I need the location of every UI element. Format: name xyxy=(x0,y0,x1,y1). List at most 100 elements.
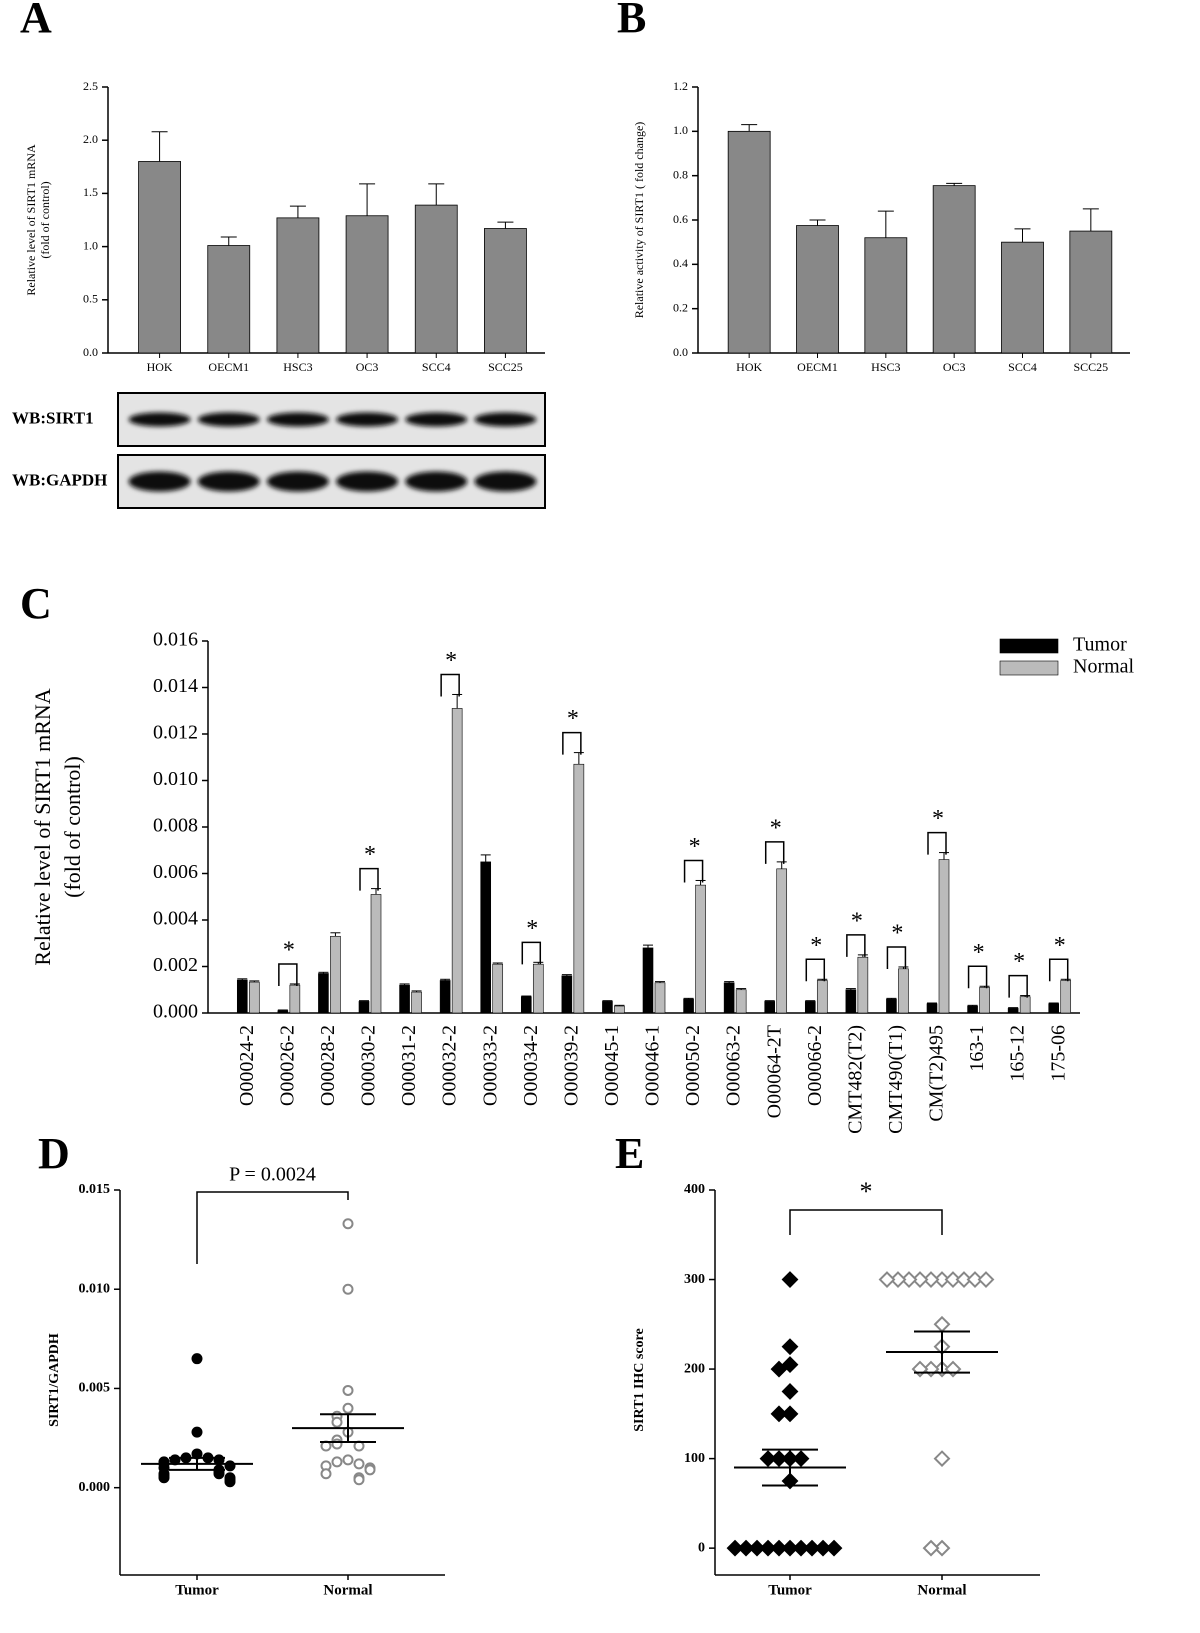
x-tick-label: O00045-1 xyxy=(601,1025,623,1106)
bar xyxy=(764,1001,776,1014)
y-tick-label: 0.4 xyxy=(673,256,688,270)
bar xyxy=(654,982,666,1014)
bar xyxy=(864,237,908,354)
x-tick-label: O00024-2 xyxy=(236,1025,258,1106)
y-tick-label: 0.000 xyxy=(153,1001,198,1023)
data-point xyxy=(770,1360,788,1378)
y-tick-label: 1.0 xyxy=(673,123,688,137)
bar xyxy=(898,968,909,1014)
bar xyxy=(236,979,248,1014)
x-tick-label: O00028-2 xyxy=(317,1025,339,1106)
y-tick-label: 0.010 xyxy=(153,768,198,790)
bar xyxy=(439,980,451,1014)
data-point xyxy=(224,1476,236,1488)
y-tick-label: 2.5 xyxy=(83,79,98,93)
significance-star: * xyxy=(973,940,985,966)
bar xyxy=(1019,996,1031,1014)
blot-band xyxy=(336,412,399,427)
data-point xyxy=(911,1271,929,1288)
bar xyxy=(330,935,341,1014)
x-tick-label: O00050-2 xyxy=(682,1025,704,1106)
bar xyxy=(967,1005,978,1014)
legend-swatch xyxy=(999,638,1059,654)
blot-label: WB:SIRT1 xyxy=(12,408,94,427)
y-axis-label: Relative activity of SIRT1 ( fold change… xyxy=(632,122,646,319)
data-point xyxy=(737,1539,755,1557)
legend-label: Tumor xyxy=(1073,634,1127,656)
blot-band xyxy=(336,471,399,492)
x-tick-label: Tumor xyxy=(175,1582,219,1598)
data-point xyxy=(748,1539,766,1557)
y-tick-label: 0.002 xyxy=(153,954,198,976)
bar xyxy=(886,998,897,1014)
x-tick-label: SCC4 xyxy=(1008,360,1037,374)
significance-star: * xyxy=(567,706,579,732)
data-point xyxy=(353,1474,365,1486)
x-tick-label: O00031-2 xyxy=(398,1025,420,1106)
y-tick-label: 0.015 xyxy=(79,1182,111,1197)
bar xyxy=(683,998,694,1014)
data-point xyxy=(933,1539,951,1557)
y-axis-label: (fold of control) xyxy=(38,181,52,258)
bar xyxy=(277,1010,289,1014)
legend-label: Normal xyxy=(1073,656,1135,678)
blot-band xyxy=(128,412,191,427)
x-tick-label: Normal xyxy=(323,1582,372,1598)
blot-band xyxy=(197,412,260,427)
significance-bracket xyxy=(1008,974,1028,998)
bar xyxy=(345,215,389,354)
bar xyxy=(1060,980,1072,1014)
bar xyxy=(451,708,463,1014)
significance-star: * xyxy=(1054,933,1066,959)
significance-star: * xyxy=(932,806,944,832)
y-tick-label: 0.014 xyxy=(153,675,198,697)
data-point xyxy=(933,1450,951,1468)
significance-bracket xyxy=(789,1209,943,1235)
x-tick-label: HSC3 xyxy=(871,360,900,374)
x-tick-label: Normal xyxy=(917,1582,966,1598)
y-tick-label: 0.8 xyxy=(673,167,688,181)
blot-band xyxy=(266,412,329,427)
data-point xyxy=(933,1271,951,1288)
data-point xyxy=(342,1218,354,1230)
y-tick-label: 0.2 xyxy=(673,300,688,314)
bar xyxy=(816,980,828,1014)
bar xyxy=(602,1001,613,1014)
y-axis-label: SIRT1/GAPDH xyxy=(47,1333,62,1427)
x-tick-label: SCC25 xyxy=(488,360,523,374)
bar xyxy=(932,185,976,354)
blot-band xyxy=(405,471,468,492)
data-point xyxy=(977,1271,995,1288)
data-point xyxy=(342,1283,354,1295)
x-tick-label: O00039-2 xyxy=(560,1025,582,1106)
data-point xyxy=(889,1271,907,1288)
panel-label: D xyxy=(38,1129,70,1178)
panel-label: C xyxy=(20,579,52,628)
panel-label: A xyxy=(20,0,52,42)
data-point xyxy=(944,1271,962,1288)
significance-bracket xyxy=(683,859,704,883)
bar xyxy=(370,894,382,1014)
y-tick-label: 0.000 xyxy=(79,1480,111,1495)
bar xyxy=(1069,230,1113,354)
y-tick-label: 400 xyxy=(684,1182,705,1197)
bar xyxy=(979,987,990,1014)
bar xyxy=(318,973,329,1014)
x-tick-label: HOK xyxy=(147,360,173,374)
data-point xyxy=(781,1356,799,1374)
significance-bracket xyxy=(562,731,582,755)
bar xyxy=(561,975,573,1014)
x-tick-label: O00030-2 xyxy=(358,1025,380,1106)
data-point xyxy=(770,1450,788,1468)
data-point xyxy=(878,1271,896,1288)
data-point xyxy=(342,1454,354,1466)
bar xyxy=(776,868,788,1014)
x-tick-label: O00063-2 xyxy=(723,1025,745,1106)
data-point xyxy=(922,1271,940,1288)
bar xyxy=(723,982,735,1014)
bar xyxy=(573,763,585,1014)
x-tick-label: O00064-2T xyxy=(763,1025,785,1118)
significance-bracket xyxy=(967,965,988,989)
y-tick-label: 0.004 xyxy=(153,908,198,930)
data-point xyxy=(331,1416,343,1428)
